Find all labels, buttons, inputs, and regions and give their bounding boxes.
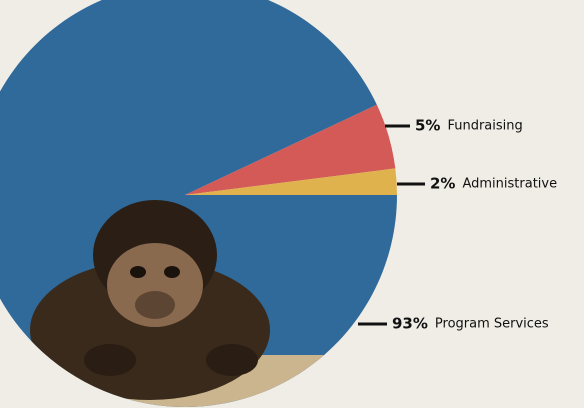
value-label: 93% (392, 315, 428, 333)
slice-label: 5% Fundraising (415, 117, 523, 135)
monkey-face (107, 243, 203, 327)
monkey-hand (206, 344, 258, 376)
slice-label: 93% Program Services (392, 315, 549, 333)
category-label: Administrative (462, 177, 557, 192)
value-label: 2% (430, 175, 455, 193)
pie-slice (185, 168, 397, 195)
monkey-eye (130, 266, 146, 278)
value-label: 5% (415, 117, 440, 135)
category-label: Program Services (435, 317, 549, 332)
slice-label: 2% Administrative (430, 175, 557, 193)
category-label: Fundraising (447, 119, 522, 134)
pie-slice (185, 104, 396, 195)
monkey-muzzle (135, 291, 175, 319)
labels: 93% Program Services 5% Fundraising 2% Admini… (358, 117, 557, 333)
monkey-hand (84, 344, 136, 376)
monkey-eye (164, 266, 180, 278)
